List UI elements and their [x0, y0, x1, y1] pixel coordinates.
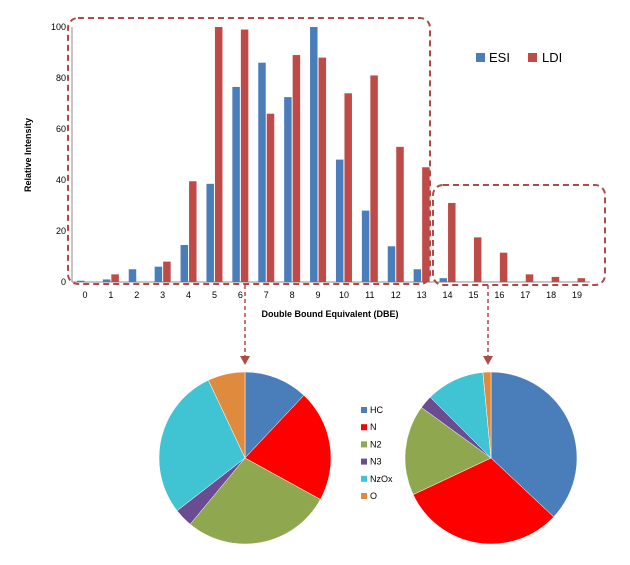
pie-legend-swatch-o	[361, 493, 367, 499]
y-tick-label: 60	[56, 124, 66, 134]
pie-legend: HC N N2 N3 NzOx O	[361, 405, 393, 501]
bar-esi-dbe-11	[361, 210, 370, 282]
bar-ldi-dbe-4	[189, 181, 197, 282]
bar-esi-dbe-5	[206, 183, 214, 282]
x-ticks: 0 1 2 3 4 5 6 7 8 9 10 11 12 13 14 15 16 17 18 19	[82, 290, 582, 300]
legend-swatch-esi	[476, 53, 485, 62]
y-tick-label: 100	[51, 22, 66, 32]
x-tick-label: 2	[134, 290, 139, 300]
bar-ldi-dbe-3	[163, 261, 171, 282]
pie-legend-swatch-n2	[361, 441, 367, 448]
x-tick-label: 16	[494, 290, 504, 300]
pie-legend-swatch-nzox	[361, 475, 367, 482]
x-axis-title: Double Bound Equivalent (DBE)	[262, 309, 399, 319]
arrow-head-pie-2	[483, 356, 493, 365]
legend-label-esi: ESI	[489, 50, 510, 65]
bar-esi-dbe-8	[284, 97, 292, 282]
x-tick-label: 13	[417, 290, 427, 300]
x-tick-label: 6	[238, 290, 243, 300]
bar-ldi-dbe-10	[344, 93, 352, 282]
bar-ldi-dbe-18	[551, 276, 560, 282]
bar-ldi-dbe-1	[111, 274, 119, 282]
y-ticks: 0 20 40 60 80 100	[51, 22, 66, 287]
x-tick-label: 8	[290, 290, 295, 300]
pie-slice-o	[208, 371, 246, 459]
legend-label-ldi: LDI	[542, 50, 562, 65]
y-axis-title: Relative Intensity	[23, 118, 33, 192]
bar-ldi-dbe-7	[266, 113, 275, 282]
pie-slice-n	[244, 394, 332, 500]
x-tick-label: 0	[82, 290, 87, 300]
bar-ldi-dbe-6	[240, 29, 249, 282]
pie-chart-right	[404, 371, 578, 545]
bar-esi-dbe-1	[102, 279, 111, 282]
bar-ldi-dbe-12	[396, 146, 404, 282]
bar-ldi-dbe-19	[577, 278, 586, 282]
pie-chart-left	[158, 371, 332, 545]
pie-legend-label-nzox: NzOx	[370, 474, 393, 484]
bar-ldi-dbe-16	[499, 252, 508, 282]
pie-legend-swatch-n	[361, 424, 367, 431]
bar-esi-dbe-6	[232, 86, 240, 282]
x-tick-label: 11	[365, 290, 374, 300]
x-tick-label: 7	[264, 290, 269, 300]
bar-esi-dbe-4	[180, 245, 189, 282]
bar-esi-dbe-7	[258, 62, 266, 283]
bar-ldi-dbe-17	[525, 274, 534, 282]
bar-ldi-dbe-9	[318, 57, 327, 282]
x-tick-label: 4	[186, 290, 191, 300]
x-tick-label: 3	[160, 290, 165, 300]
bar-ldi-dbe-8	[292, 55, 301, 282]
y-tick-label: 0	[61, 277, 66, 287]
bar-legend: ESI LDI	[476, 50, 562, 65]
y-tick-label: 80	[56, 73, 66, 83]
bar-ldi-dbe-13	[422, 167, 430, 282]
bar-esi-dbe-3	[154, 266, 163, 282]
pie-legend-swatch-n3	[361, 458, 367, 465]
bar-esi-dbe-10	[335, 159, 344, 282]
bar-esi-dbe-13	[413, 269, 422, 282]
pie-legend-label-hc: HC	[370, 405, 383, 415]
pie-legend-label-n: N	[370, 422, 377, 432]
pie-legend-label-n3: N3	[370, 457, 382, 467]
x-tick-label: 1	[108, 290, 113, 300]
pie-slice-hc	[244, 371, 305, 459]
x-tick-label: 14	[443, 290, 453, 300]
bar-esi-dbe-0	[76, 280, 85, 282]
x-tick-label: 15	[468, 290, 478, 300]
x-tick-label: 9	[316, 290, 321, 300]
y-tick-label: 40	[56, 175, 66, 185]
bar-esi-dbe-12	[387, 246, 396, 282]
y-tick-label: 20	[56, 226, 66, 236]
x-tick-label: 19	[572, 290, 582, 300]
pie-slice-hc	[490, 371, 578, 518]
pie-legend-label-o: O	[370, 491, 377, 501]
x-tick-label: 17	[520, 290, 530, 300]
arrow-head-pie-1	[240, 356, 250, 365]
x-tick-label: 18	[546, 290, 556, 300]
bar-esi-dbe-2	[128, 269, 137, 282]
bar-esi-dbe-9	[310, 27, 318, 282]
bars	[76, 27, 586, 283]
pie-legend-label-n2: N2	[370, 439, 382, 449]
x-tick-label: 12	[391, 290, 401, 300]
bar-ldi-dbe-15	[473, 237, 482, 282]
bar-ldi-dbe-5	[214, 27, 223, 282]
pie-legend-swatch-hc	[361, 407, 367, 413]
legend-swatch-ldi	[528, 53, 537, 62]
bar-ldi-dbe-14	[448, 202, 456, 282]
x-tick-label: 5	[212, 290, 217, 300]
pie-slice-n2	[189, 457, 321, 545]
pie-slice-n	[412, 457, 555, 545]
bar-ldi-dbe-11	[370, 75, 378, 282]
pie-slice-o	[482, 371, 492, 459]
bar-esi-dbe-14	[439, 278, 448, 282]
pie-slice-n2	[404, 407, 492, 495]
x-tick-label: 10	[339, 290, 349, 300]
highlight-box-dbe-0-13	[67, 17, 431, 285]
highlight-box-dbe-14-19	[432, 184, 606, 286]
